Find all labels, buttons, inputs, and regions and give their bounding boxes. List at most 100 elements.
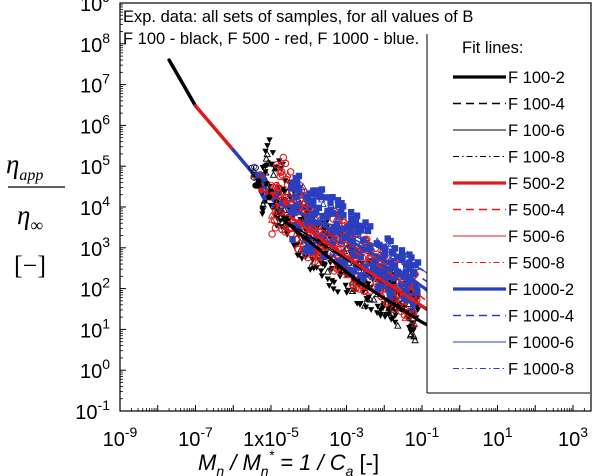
data-point <box>398 281 405 288</box>
data-point <box>298 191 307 199</box>
x-tick-base: 10 <box>329 429 351 451</box>
data-point <box>387 316 395 323</box>
data-point <box>377 271 384 278</box>
data-point <box>386 266 394 273</box>
data-point <box>390 275 397 282</box>
data-point <box>271 224 280 232</box>
data-point <box>338 238 345 245</box>
data-point <box>305 235 312 243</box>
y-label-denominator: η∞ <box>17 200 43 235</box>
data-point <box>293 202 301 209</box>
data-point <box>262 168 270 176</box>
y-tick-label: 106 <box>80 111 110 138</box>
data-point <box>309 189 318 197</box>
data-point <box>310 197 317 204</box>
data-point <box>330 279 338 286</box>
x-tick-label: 101 <box>482 424 512 451</box>
legend-label: F 1000-4 <box>508 308 574 326</box>
data-point <box>389 248 396 256</box>
y-tick-label: 10-1 <box>75 397 110 424</box>
data-point <box>327 200 335 208</box>
data-point <box>290 204 297 211</box>
data-point <box>291 209 298 217</box>
y-tick-base: 10 <box>80 0 102 16</box>
data-point <box>409 304 417 312</box>
data-point <box>262 148 269 155</box>
data-point <box>301 203 310 210</box>
data-point <box>289 179 297 187</box>
data-point <box>287 208 295 216</box>
x-tick-label: 1x10-5 <box>243 424 299 451</box>
data-point <box>252 182 259 189</box>
data-point <box>339 225 347 233</box>
data-point <box>324 207 331 215</box>
data-point <box>411 336 419 344</box>
data-point <box>357 272 364 279</box>
data-point <box>293 245 302 253</box>
legend: Fit lines: F 100-2 F 100-4 F 100-6 F 100-8 F … <box>426 34 590 394</box>
data-point <box>248 164 255 171</box>
x-label-part: / M <box>224 450 261 475</box>
data-point <box>258 187 265 194</box>
data-point <box>267 215 276 223</box>
data-point <box>394 270 401 277</box>
x-tick-exponent: -1 <box>427 424 440 440</box>
data-point <box>349 278 357 286</box>
data-point <box>389 292 398 300</box>
y-label-eta: η <box>17 200 30 230</box>
data-point <box>403 250 412 258</box>
y-tick-exponent: 1 <box>102 315 110 331</box>
data-point <box>400 301 408 309</box>
data-point <box>271 192 278 199</box>
data-point <box>262 154 271 162</box>
y-tick-base: 10 <box>80 157 102 179</box>
data-point <box>373 237 382 244</box>
y-tick-exponent: 6 <box>102 111 110 127</box>
y-tick-base: 10 <box>80 198 102 220</box>
data-point <box>294 197 302 204</box>
data-point <box>306 190 313 197</box>
data-point <box>356 302 364 308</box>
y-tick-label: 107 <box>80 71 110 98</box>
fit-line-f500-4 <box>296 218 559 370</box>
y-tick-exponent: 5 <box>102 152 110 168</box>
data-point <box>280 189 288 195</box>
data-point <box>292 193 299 200</box>
data-point <box>319 232 327 239</box>
x-tick-label: 10-9 <box>103 424 138 451</box>
legend-label: F 500-8 <box>508 255 565 273</box>
data-point <box>264 143 271 149</box>
data-point <box>408 302 417 309</box>
data-point <box>374 263 381 271</box>
x-tick-exponent: -5 <box>286 424 299 440</box>
data-point <box>307 262 315 269</box>
data-point <box>351 284 360 293</box>
data-point <box>402 268 410 276</box>
data-point <box>319 200 327 208</box>
data-point <box>360 222 369 230</box>
y-tick-label: 102 <box>80 275 110 302</box>
y-tick-exponent: -1 <box>98 397 111 413</box>
data-point <box>314 187 322 194</box>
data-point <box>410 320 419 328</box>
data-point <box>259 211 266 218</box>
x-label-part: a <box>346 463 354 476</box>
data-point <box>399 252 406 259</box>
chart-title: Exp. data: all sets of samples, for all … <box>123 8 473 48</box>
x-tick-base: 10 <box>558 429 580 451</box>
x-tick-label: 10-7 <box>178 424 213 451</box>
data-point <box>364 227 372 235</box>
data-point <box>406 324 413 331</box>
legend-label: F 500-4 <box>508 202 565 220</box>
data-point <box>282 222 290 230</box>
data-point <box>391 245 399 252</box>
data-point <box>387 237 394 245</box>
data-point <box>259 200 267 208</box>
y-tick-label: 100 <box>80 356 110 383</box>
data-point <box>410 327 417 334</box>
data-point <box>281 192 290 199</box>
data-point <box>341 258 349 265</box>
legend-title: Fit lines: <box>462 39 523 57</box>
data-point <box>391 319 399 326</box>
